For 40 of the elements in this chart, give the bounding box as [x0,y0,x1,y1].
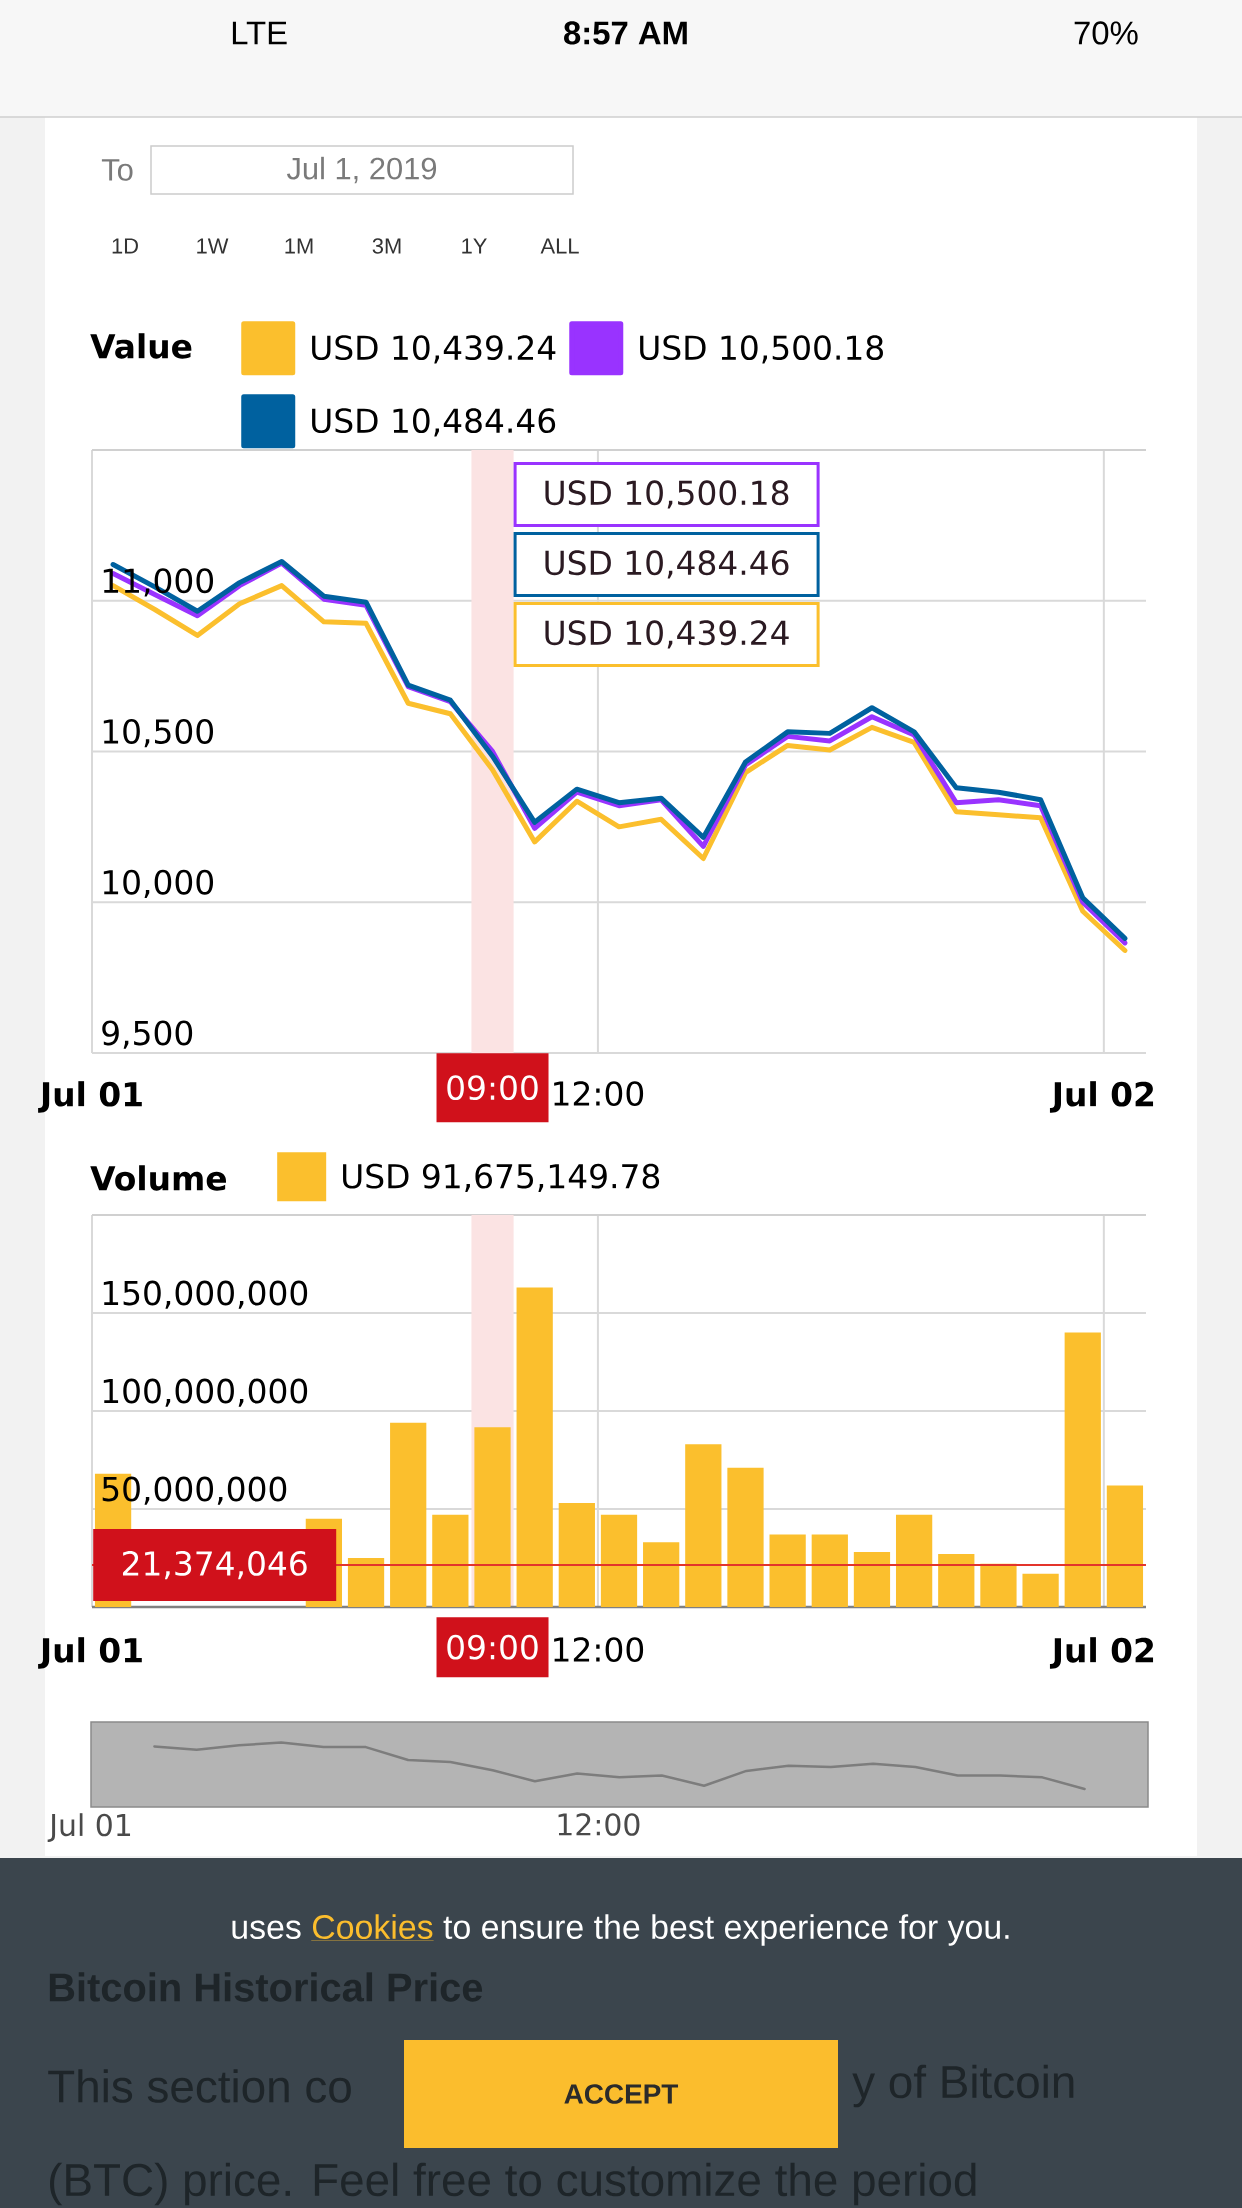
x-tick-label: Jul 02 [1049,1637,1154,1669]
text: Jul 01 [47,1813,131,1842]
y-tick-label: 150,000,000 [103,1280,308,1309]
text: Cookies [312,1914,433,1940]
text: to ensure the best experience for you. [443,1914,1009,1946]
text: 1Y [462,238,487,254]
text: 70% [1074,21,1138,45]
text: To [101,159,133,181]
y-tick-label: 100,000,000 [103,1378,308,1407]
legend-label: USD 10,500.18 [640,335,883,364]
text: 1W [197,238,229,254]
text: 12:00 [558,1813,640,1836]
x-tick-label: 12:00 [554,1081,644,1107]
text: 1M [285,238,313,254]
text: Jul 1, 2019 [286,156,437,184]
text: uses [232,1920,301,1940]
text: 3M [372,238,401,254]
y-tick-label: 10,000 [103,869,214,899]
x-tick-label: Jul 01 [38,1081,142,1113]
legend-title: Value [90,333,192,359]
annotation: USD 10,439.24 [545,620,789,649]
text: 8:57 AM [564,21,687,45]
x-tick-label: 12:00 [554,1637,644,1663]
text: 1D [112,238,138,254]
legend-label: USD 10,484.46 [312,408,556,437]
x-tick-label: Jul 01 [38,1637,142,1669]
text: ALL [540,238,579,254]
x-tick-label: Jul 02 [1049,1081,1154,1113]
legend-label: USD 91,675,149.78 [343,1163,660,1192]
text: LTE [232,21,287,45]
annotation: USD 10,484.46 [545,550,789,579]
annotation: USD 10,500.18 [545,480,789,509]
ref-line-label: 21,374,046 [122,1550,307,1580]
band-label: 09:00 [447,1634,538,1660]
text: ACCEPT [564,2084,679,2104]
y-tick-label: 9,500 [102,1020,193,1049]
legend-title: Volume [90,1165,226,1191]
band-label: 09:00 [447,1075,538,1101]
y-tick-label: 10,500 [103,719,214,748]
legend-label: USD 10,439.24 [312,335,556,364]
